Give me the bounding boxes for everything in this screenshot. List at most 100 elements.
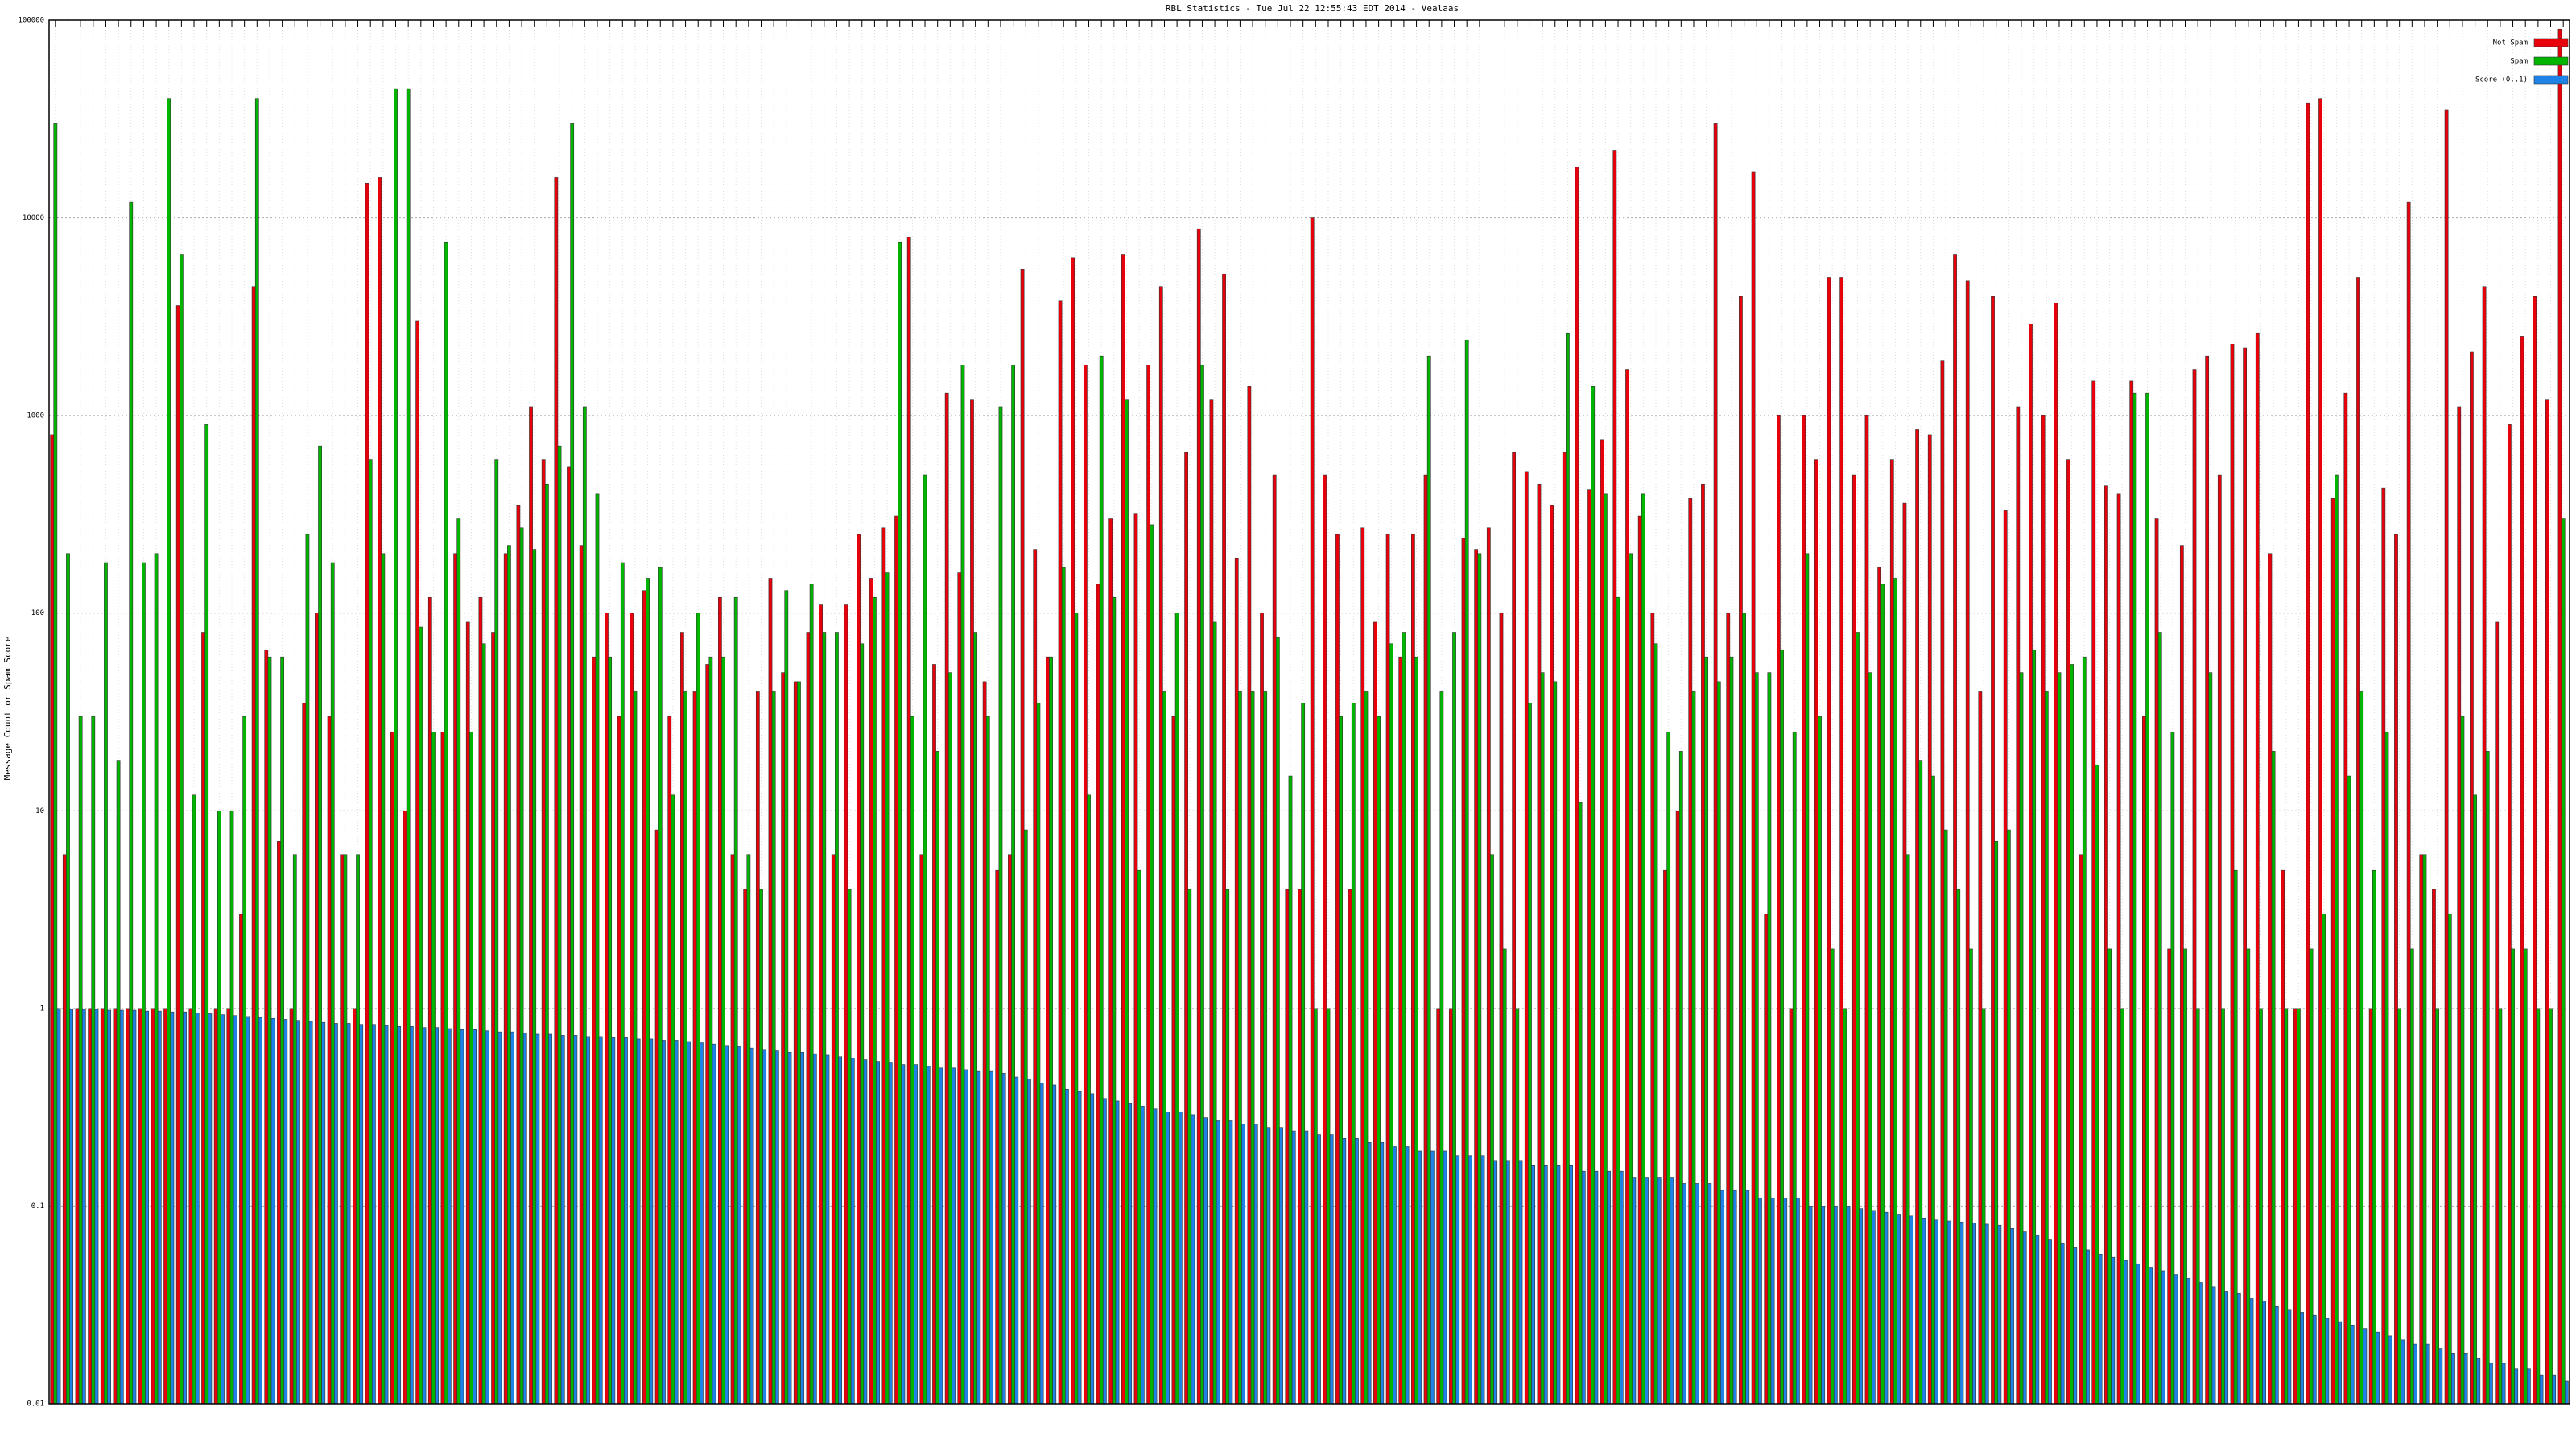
bar [453,553,458,1405]
bar [2394,534,2398,1405]
bar [910,716,914,1405]
bar [658,567,663,1405]
bar [2545,399,2549,1405]
bar [1426,355,1431,1405]
bar [1877,567,1882,1405]
bar [611,1037,616,1405]
bar [192,794,196,1405]
bar [1594,1170,1599,1405]
bar [733,596,738,1405]
bar [1864,415,1869,1405]
bar [1821,1206,1826,1405]
bar [2520,336,2524,1405]
bar [1846,1206,1851,1405]
bar [844,604,848,1405]
bar [774,1050,779,1405]
bar [2470,351,2474,1405]
bar [1046,656,1050,1405]
legend-swatch [2533,75,2569,85]
bar [246,1016,250,1405]
bar [1897,1214,1901,1405]
bar [1216,1120,1220,1405]
bar [2451,1353,2455,1405]
bar [1128,1103,1133,1405]
bar [1682,1183,1686,1405]
bar [113,1008,118,1405]
bar [2120,1008,2124,1405]
bar [2343,392,2348,1405]
bar [1448,1008,1453,1405]
bar [705,664,710,1405]
bar [1373,621,1377,1405]
bar [541,459,546,1405]
bar [835,632,839,1405]
bar [2149,1267,2153,1405]
bar [2297,1008,2301,1405]
bar [797,681,801,1405]
bar [894,515,898,1405]
bar [226,1008,231,1405]
bar [671,794,675,1405]
bar [2019,672,2024,1405]
bar [1310,217,1315,1405]
bar [964,1069,968,1405]
bar [69,1009,74,1405]
bar [2350,1324,2355,1405]
bar [183,1011,187,1405]
bar [822,632,827,1405]
bar [107,1009,112,1405]
bar [768,578,773,1405]
bar [296,1020,300,1405]
bar [1502,948,1507,1405]
bar [2552,1374,2557,1405]
bar [1612,150,1617,1405]
bar [469,732,473,1405]
bar [270,1017,275,1405]
bar [2041,415,2046,1405]
bar [2032,650,2037,1405]
bar [1956,889,1961,1405]
bar [2409,948,2414,1405]
bar [876,1061,880,1405]
bar [1600,439,1604,1405]
bar [1411,534,1415,1405]
bar [1997,1224,2002,1405]
bar [617,716,621,1405]
y-tick-label: 100 [31,609,44,617]
bar [481,643,486,1405]
bar [1556,1165,1561,1405]
bar [1905,854,1910,1405]
bar [302,703,307,1405]
bar [2306,102,2310,1405]
bar [435,1027,440,1405]
bar [2363,1328,2368,1405]
bar [633,691,638,1405]
bar [2095,765,2099,1405]
bar [712,1043,716,1405]
bar [1074,613,1079,1405]
bar [548,1033,552,1405]
bar [2060,1243,2065,1405]
bar [151,1008,155,1405]
bar [1645,1177,1649,1405]
bar [330,562,335,1405]
bar [2230,344,2235,1405]
bar [1707,1183,1712,1405]
bar [2186,1278,2191,1405]
bar [1298,889,1302,1405]
bar [1581,1170,1586,1405]
bar [743,889,748,1405]
bar [1994,841,1999,1405]
bar [447,1028,452,1405]
bar [819,604,823,1405]
bar [683,691,687,1405]
bar [2111,1256,2116,1405]
y-tick-label: 1 [40,1004,44,1013]
bar [1619,1170,1624,1405]
bar [2249,1298,2254,1405]
bar [1234,557,1239,1405]
bar [944,392,949,1405]
bar [2438,1348,2443,1405]
bar [2116,493,2121,1405]
bar [1965,280,1970,1405]
